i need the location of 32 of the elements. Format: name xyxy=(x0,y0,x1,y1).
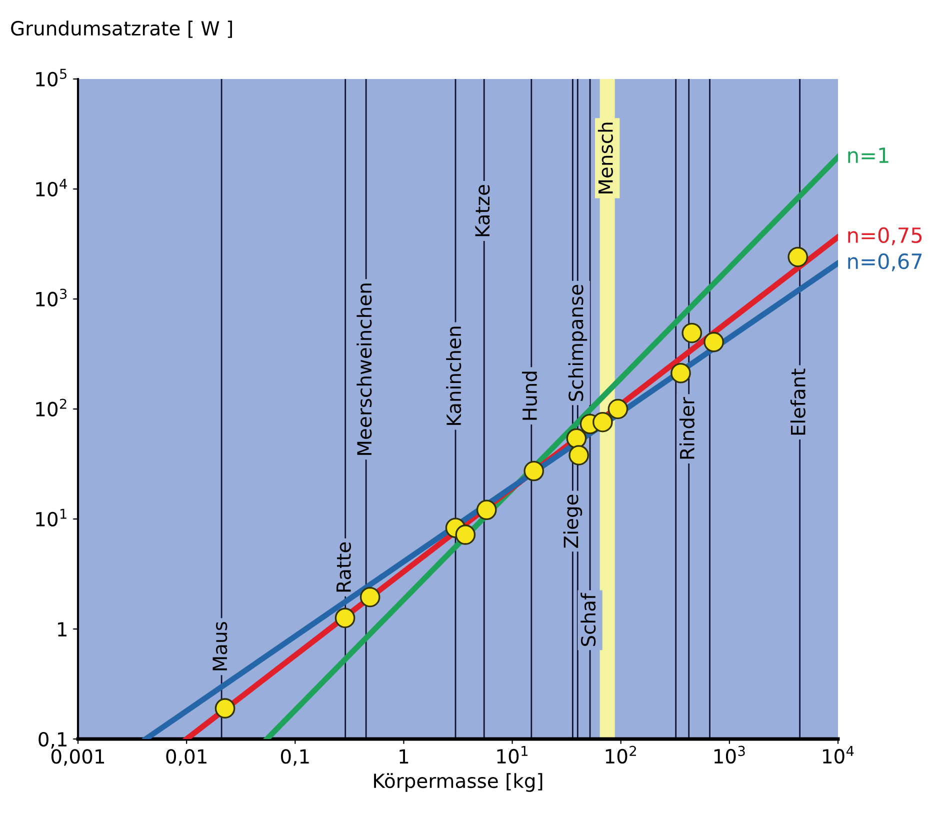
ref-line-label: Hund xyxy=(522,372,538,420)
ref-line-label: Schaf xyxy=(580,592,596,646)
band-label: Mensch xyxy=(598,122,613,194)
series-label: n=0,75 xyxy=(848,227,922,246)
y-tick-label: 1 xyxy=(58,622,66,636)
x-tick-label: 10$^{3}$ xyxy=(714,746,745,764)
ref-line-label: Meerschweinchen xyxy=(356,284,372,455)
ref-line-label: Katze xyxy=(475,184,490,236)
ref-line-label: Maus xyxy=(212,622,228,670)
ref-line-label: Schimpanse xyxy=(568,284,588,401)
y-tick-label: 10$^{4}$ xyxy=(36,178,67,197)
ref-line-label: Ziege xyxy=(563,494,582,548)
x-axis-title: Körpermasse [kg] xyxy=(374,773,542,792)
ref-line-label: Kaninchen xyxy=(446,326,462,425)
ref-line-label: Ratte xyxy=(336,542,351,592)
y-tick-label: 10$^{2}$ xyxy=(36,398,66,417)
y-tick-label: 10$^{5}$ xyxy=(36,68,66,87)
x-tick-label: 1 xyxy=(400,749,408,764)
series-label: n=1 xyxy=(848,148,888,163)
x-tick-label: 10$^{2}$ xyxy=(606,746,636,764)
series-label: n=0,67 xyxy=(848,253,922,272)
y-axis-title: Grundumsatzrate [ W ] xyxy=(11,20,232,38)
x-tick-label: 10$^{4}$ xyxy=(823,746,854,764)
x-tick-label: 10$^{1}$ xyxy=(497,746,528,764)
x-tick-label: 0,1 xyxy=(280,749,309,766)
ref-line-label: Rinder xyxy=(679,397,694,459)
x-tick-label: 0,01 xyxy=(166,749,206,766)
y-tick-label: 10$^{1}$ xyxy=(36,508,66,527)
ref-line-label: Elefant xyxy=(790,368,806,435)
y-tick-label: 10$^{3}$ xyxy=(36,288,67,307)
y-tick-label: 0,1 xyxy=(38,732,66,749)
x-tick-label: 0,001 xyxy=(51,749,104,766)
